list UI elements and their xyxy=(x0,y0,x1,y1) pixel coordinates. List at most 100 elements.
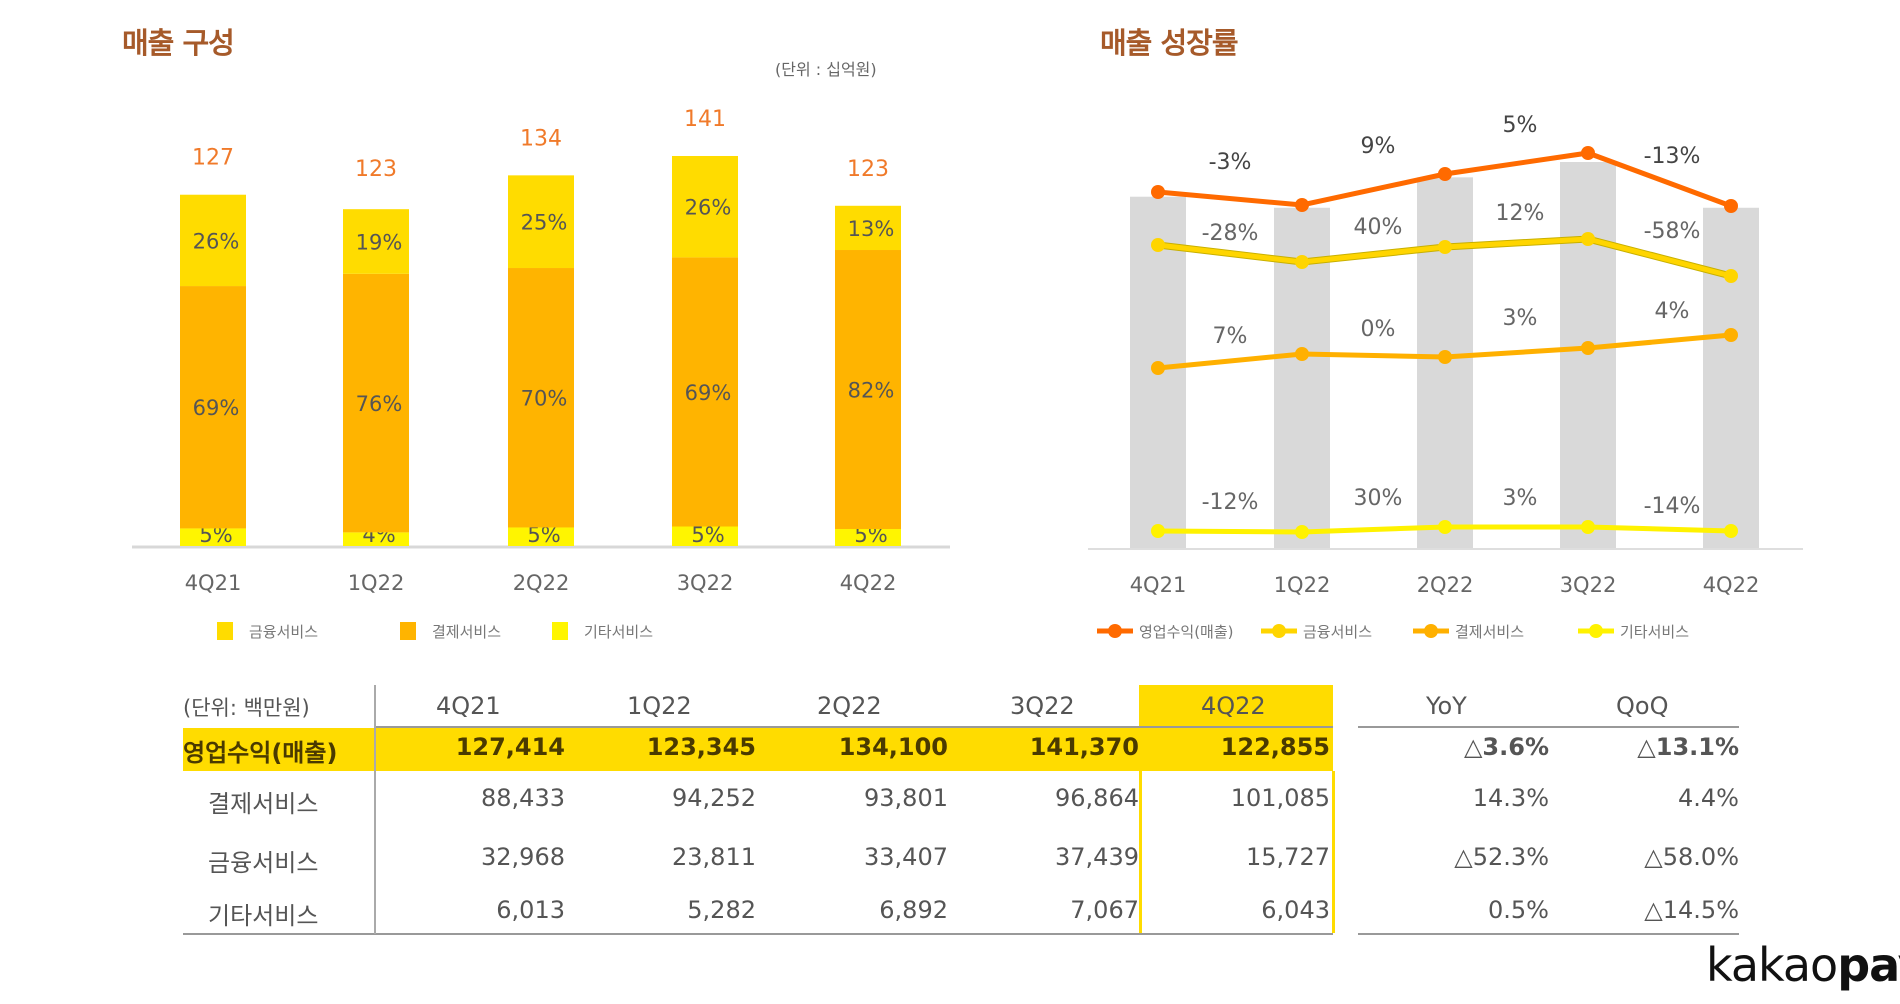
series-point xyxy=(1581,146,1595,160)
growth-label: 3% xyxy=(1503,486,1538,511)
table-cell: 101,085 xyxy=(1230,784,1330,812)
x-tick-label: 1Q22 xyxy=(348,571,405,595)
growth-label: -28% xyxy=(1202,221,1259,246)
series-point xyxy=(1724,199,1738,213)
left-chart-unit: (단위 : 십억원) xyxy=(775,60,877,79)
table-cell: 23,811 xyxy=(672,843,756,871)
bar-segment xyxy=(835,205,901,251)
segment-label: 69% xyxy=(685,381,732,405)
bar-segment xyxy=(180,286,246,529)
revenue-composition-chart: 5%69%26%1274Q214%76%19%1231Q225%70%25%13… xyxy=(132,107,950,641)
series-point xyxy=(1151,524,1165,538)
table-cell: 122,855 xyxy=(1220,733,1330,761)
growth-label: 3% xyxy=(1503,306,1538,331)
x-tick-label: 4Q22 xyxy=(1703,573,1760,597)
table-cell: 32,968 xyxy=(481,843,565,871)
bar-segment xyxy=(672,257,738,527)
series-point xyxy=(1295,347,1309,361)
change-bottom-line xyxy=(1358,933,1739,935)
x-tick-label: 2Q22 xyxy=(1417,573,1474,597)
growth-label: -3% xyxy=(1209,150,1252,175)
left-chart-title: 매출 구성 xyxy=(122,26,235,60)
column-header: 4Q21 xyxy=(436,692,501,720)
growth-label: 7% xyxy=(1213,324,1248,349)
legend-label: 결제서비스 xyxy=(1455,623,1524,641)
segment-label: 19% xyxy=(356,231,403,255)
segment-label: 70% xyxy=(521,387,568,411)
row-label: 기타서비스 xyxy=(208,902,319,930)
header-divider xyxy=(374,726,1333,728)
bar-segment xyxy=(180,528,246,546)
x-tick-label: 1Q22 xyxy=(1274,573,1331,597)
segment-label: 69% xyxy=(193,396,240,420)
series-point xyxy=(1724,328,1738,342)
table-cell: 37,439 xyxy=(1055,843,1139,871)
table-cell: 123,345 xyxy=(646,733,756,761)
growth-label: 30% xyxy=(1354,486,1403,511)
series-point xyxy=(1581,232,1595,246)
bar-segment xyxy=(343,532,409,546)
legend-label: 기타서비스 xyxy=(1620,623,1689,641)
series-point xyxy=(1295,525,1309,539)
table-cell: 6,892 xyxy=(879,896,948,924)
qoq-cell: △13.1% xyxy=(1637,733,1739,761)
series-point xyxy=(1724,269,1738,283)
table-cell: 93,801 xyxy=(864,784,948,812)
row-label: 영업수익(매출) xyxy=(183,739,338,767)
growth-label: -14% xyxy=(1644,494,1701,519)
table-cell: 7,067 xyxy=(1070,896,1139,924)
x-tick-label: 3Q22 xyxy=(1560,573,1617,597)
growth-label: -13% xyxy=(1644,144,1701,169)
legend-label: 기타서비스 xyxy=(584,623,653,641)
table-cell: 96,864 xyxy=(1055,784,1139,812)
legend-marker xyxy=(1108,624,1122,638)
kakaopay-logo: kakaopay xyxy=(1706,938,1900,992)
series-point xyxy=(1151,238,1165,252)
qoq-cell: △14.5% xyxy=(1644,896,1739,924)
table-cell: 141,370 xyxy=(1029,733,1139,761)
series-point xyxy=(1151,361,1165,375)
series-point xyxy=(1724,524,1738,538)
table-cell: 127,414 xyxy=(455,733,565,761)
bar-segment xyxy=(343,273,409,533)
legend-label: 결제서비스 xyxy=(432,623,501,641)
series-point xyxy=(1151,185,1165,199)
row-label: 결제서비스 xyxy=(208,790,319,818)
x-tick-label: 4Q22 xyxy=(840,571,897,595)
x-tick-label: 3Q22 xyxy=(677,571,734,595)
growth-label: -12% xyxy=(1202,490,1259,515)
table-cell: 88,433 xyxy=(481,784,565,812)
revenue-growth-chart: -3% 9% 5% -13% -28% 40% 12% -58% 7% 0% 3% 4% -12% 30%… xyxy=(1088,113,1803,641)
legend-swatch xyxy=(552,622,568,640)
bar-segment xyxy=(835,250,901,529)
bar-segment xyxy=(343,209,409,274)
bar-segment xyxy=(508,268,574,528)
growth-label: 40% xyxy=(1354,215,1403,240)
legend-label: 영업수익(매출) xyxy=(1139,623,1234,641)
legend-swatch xyxy=(217,622,233,640)
growth-label: -58% xyxy=(1644,219,1701,244)
table-cell: 15,727 xyxy=(1246,843,1330,871)
column-header-yoy: YoY xyxy=(1426,692,1467,720)
legend-marker xyxy=(1424,624,1438,638)
x-tick-label: 4Q21 xyxy=(1130,573,1187,597)
table-cell: 6,013 xyxy=(496,896,565,924)
legend-label: 금융서비스 xyxy=(249,623,318,641)
table-bottom-line xyxy=(183,933,1333,935)
segment-label: 26% xyxy=(193,229,240,253)
x-tick-label: 4Q21 xyxy=(185,571,242,595)
column-header-qoq: QoQ xyxy=(1616,692,1669,720)
table-cell: 6,043 xyxy=(1261,896,1330,924)
total-label: 134 xyxy=(520,126,562,151)
right-chart-title: 매출 성장률 xyxy=(1100,26,1238,60)
column-header: 2Q22 xyxy=(817,692,882,720)
bar-segment xyxy=(835,528,901,546)
column-header: 3Q22 xyxy=(1010,692,1075,720)
bar-segment xyxy=(508,175,574,269)
column-header: 4Q22 xyxy=(1201,692,1266,720)
segment-label: 5% xyxy=(691,523,724,547)
bar-segment xyxy=(508,527,574,546)
highlight-column-outline xyxy=(1139,771,1335,933)
table-cell: 5,282 xyxy=(687,896,756,924)
series-point xyxy=(1438,240,1452,254)
